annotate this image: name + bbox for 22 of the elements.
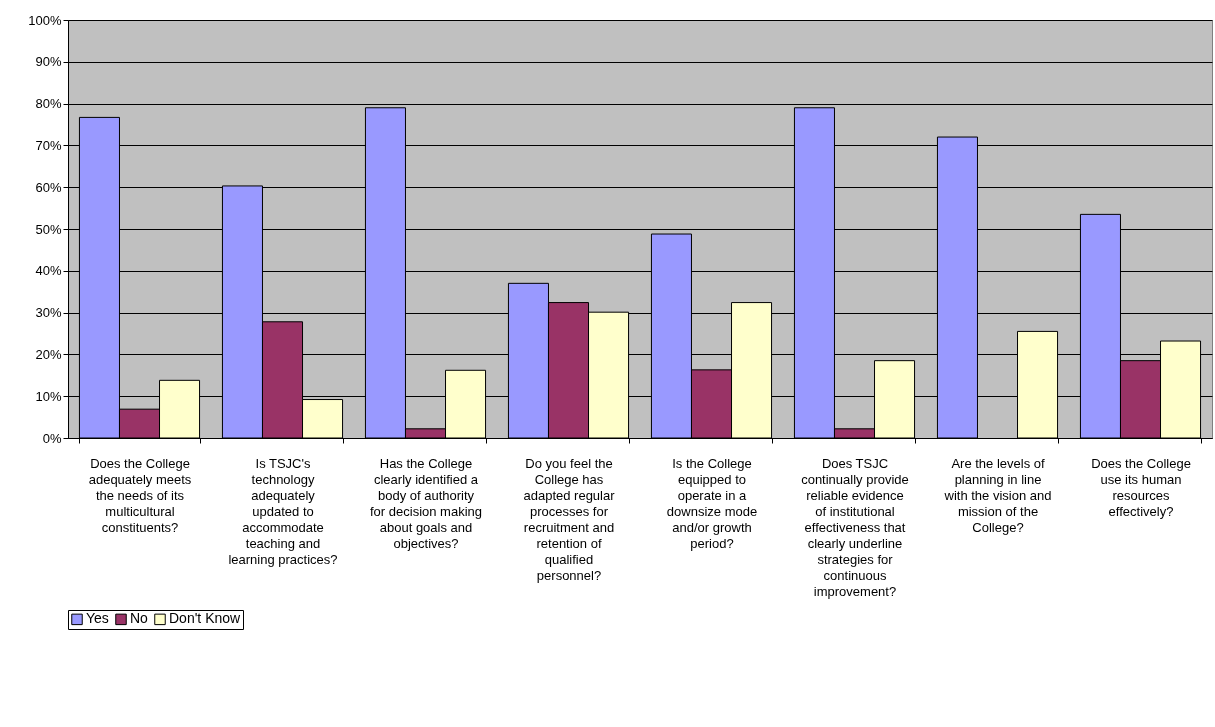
- y-tick-label: 40%: [35, 263, 62, 279]
- category-label: Does TSJC continually provide reliable evidence of institutional effectiveness that clearly underline strategies for continuous improvement?: [801, 455, 909, 599]
- y-tick-label: 0%: [42, 430, 62, 446]
- y-tick-label: 60%: [35, 179, 62, 195]
- x-tick-label: Is the College equipped to operate in a downsize mode and/or growth period?: [666, 455, 758, 551]
- y-tick-label: 20%: [35, 346, 62, 362]
- y-tick-label: 50%: [35, 221, 62, 237]
- x-tick-label: Does the College adequately meets the needs of its multicultural constituents?: [88, 455, 192, 535]
- x-tick-label: Do you feel the College has adapted regular processes for recruitment and retention of qualified personnel?: [523, 455, 616, 583]
- y-tick-label: 80%: [35, 96, 62, 112]
- y-tick-label: 70%: [35, 137, 62, 153]
- x-tick-label: Is TSJC's technology adequately updated to accommodate teaching and learning practices?: [228, 455, 338, 567]
- y-tick-label: 100%: [28, 12, 62, 28]
- y-tick-label: 30%: [35, 305, 62, 321]
- x-tick-label: Has the College clearly identified a body of authority for decision making about goals and objectives?: [370, 455, 482, 551]
- legend-label: Don't Know: [169, 610, 242, 627]
- x-tick-label: Are the levels of planning in line with the vision and mission of the College?: [943, 455, 1052, 535]
- y-tick-label: 10%: [35, 388, 62, 404]
- y-tick-label: 90%: [35, 54, 62, 70]
- x-tick-label: Does the College use its human resources effectively?: [1091, 455, 1191, 519]
- legend-label: Yes: [86, 610, 109, 627]
- legend-label: No: [130, 610, 149, 627]
